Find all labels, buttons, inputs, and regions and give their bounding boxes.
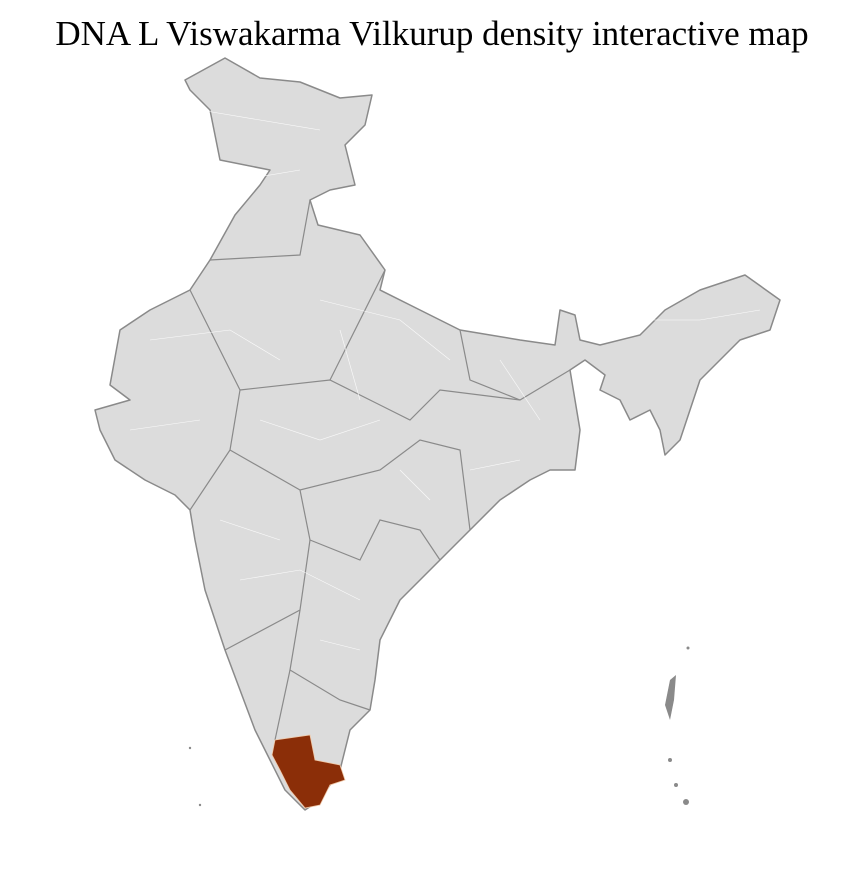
map-title: DNA L Viswakarma Vilkurup density intera…: [55, 14, 809, 53]
andaman-nicobar-islands: [188, 646, 690, 807]
state-borders: [189, 199, 571, 741]
india-outline[interactable]: [94, 57, 781, 811]
district-borders: [129, 109, 761, 651]
highlighted-districts[interactable]: [271, 734, 346, 809]
